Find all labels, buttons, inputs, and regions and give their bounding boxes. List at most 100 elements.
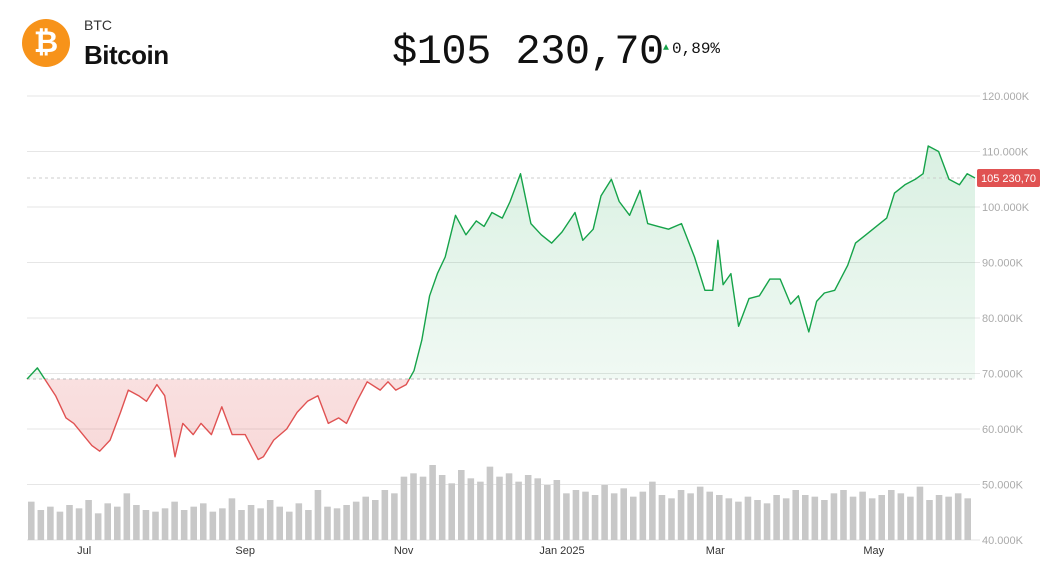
volume-bar	[276, 506, 283, 540]
volume-bar	[200, 503, 207, 540]
volume-bar	[477, 481, 484, 540]
current-price-label-text: 105 230,70	[981, 173, 1036, 185]
up-arrow-icon: ▲	[663, 43, 670, 54]
x-tick-label: Jan 2025	[539, 545, 584, 557]
current-price-label-bg	[977, 168, 1040, 187]
volume-bar	[142, 510, 150, 540]
volume-bar	[524, 475, 532, 540]
price-change-value: 0,89%	[672, 40, 721, 58]
volume-bar	[821, 500, 828, 540]
volume-bar	[849, 496, 857, 540]
volume-bar	[324, 506, 331, 540]
volume-bar	[620, 488, 627, 540]
x-tick-label: Jul	[77, 545, 91, 557]
volume-bar	[926, 500, 933, 540]
volume-bar	[161, 508, 169, 540]
volume-bar	[744, 496, 752, 540]
volume-bar	[56, 511, 64, 540]
volume-bar	[954, 493, 962, 540]
volume-bar	[649, 481, 656, 540]
asset-name: Bitcoin	[84, 40, 169, 70]
volume-bar	[381, 490, 389, 540]
volume-bar	[830, 493, 838, 540]
volume-bar	[935, 495, 943, 540]
volume-bar	[610, 493, 618, 540]
volume-bar	[362, 496, 369, 540]
price-line-down	[26, 379, 411, 461]
volume-bar	[104, 503, 111, 540]
price-line	[26, 145, 976, 461]
volume-bar	[247, 505, 255, 540]
volume-bar	[458, 470, 465, 540]
volume-bar	[639, 491, 647, 540]
volume-bar	[916, 486, 924, 540]
x-tick-label: Nov	[394, 545, 414, 557]
volume-bar	[687, 493, 694, 540]
bitcoin-logo-icon: ₿	[22, 19, 70, 67]
volume-bar	[286, 511, 293, 540]
x-tick-label: May	[863, 545, 884, 557]
y-tick-label: 50.000K	[982, 480, 1024, 492]
bitcoin-logo-glyph: ₿	[33, 25, 59, 60]
volume-bar	[47, 506, 54, 540]
area-fill-below	[27, 379, 975, 460]
asset-ticker: BTC	[84, 17, 112, 33]
x-tick-label: Mar	[706, 545, 725, 557]
volume-bar	[802, 495, 809, 540]
volume-bar	[133, 505, 140, 540]
volume-bars	[28, 465, 971, 540]
volume-bar	[868, 498, 876, 540]
volume-bar	[190, 506, 197, 540]
volume-bar	[295, 503, 303, 540]
volume-bar	[352, 501, 360, 540]
y-tick-label: 120.000K	[982, 91, 1030, 103]
volume-bar	[563, 493, 570, 540]
volume-bar	[716, 495, 723, 540]
volume-bar	[773, 495, 780, 540]
volume-bar	[448, 483, 455, 540]
volume-bar	[907, 496, 914, 540]
volume-bar	[725, 498, 733, 540]
y-tick-label: 110.000K	[982, 147, 1029, 159]
volume-bar	[419, 476, 427, 540]
volume-bar	[410, 473, 417, 540]
y-tick-label: 80.000K	[982, 313, 1024, 325]
volume-bar	[515, 481, 522, 540]
price-area	[27, 146, 975, 460]
y-tick-label: 100.000K	[982, 202, 1030, 214]
volume-bar	[180, 510, 188, 540]
volume-bar	[601, 485, 608, 540]
volume-bar	[735, 501, 742, 540]
volume-bar	[658, 495, 666, 540]
volume-bar	[792, 490, 799, 540]
y-tick-label: 60.000K	[982, 424, 1024, 436]
volume-bar	[505, 473, 513, 540]
volume-bar	[94, 513, 102, 540]
volume-bar	[534, 478, 541, 540]
volume-bar	[496, 476, 503, 540]
asset-header: ₿ BTC Bitcoin $105 230,70 ▲ 0,89%	[0, 0, 1043, 90]
volume-bar	[257, 508, 264, 540]
volume-bar	[266, 500, 274, 540]
volume-bar	[964, 498, 971, 540]
volume-bar	[228, 498, 236, 540]
current-price: $105 230,70	[392, 28, 664, 76]
volume-bar	[467, 478, 475, 540]
volume-bar	[238, 510, 245, 540]
volume-bar	[553, 480, 561, 540]
volume-bar	[152, 511, 159, 540]
y-axis: 120.000K 110.000K 100.000K 90.000K 80.000K 70…	[982, 91, 1030, 547]
y-tick-label: 40.000K	[982, 535, 1024, 547]
volume-bar	[333, 508, 341, 540]
volume-bar	[878, 495, 885, 540]
area-fill-above	[27, 146, 975, 380]
volume-bar	[372, 500, 379, 540]
volume-bar	[591, 495, 599, 540]
volume-bar	[438, 475, 446, 540]
price-change: ▲ 0,89%	[663, 40, 720, 58]
volume-bar	[400, 476, 408, 540]
x-axis: Jul Sep Nov Jan 2025 Mar May	[77, 545, 884, 557]
volume-bar	[677, 490, 685, 540]
volume-bar	[840, 490, 847, 540]
